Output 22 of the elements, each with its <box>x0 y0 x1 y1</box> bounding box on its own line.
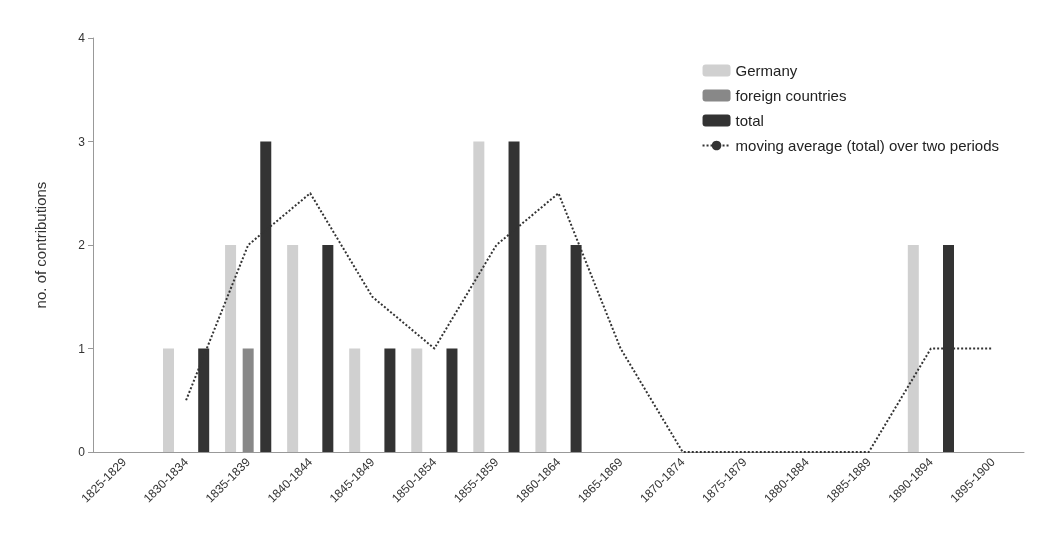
bar <box>411 348 423 452</box>
y-tick-label: 3 <box>78 134 86 149</box>
bar <box>907 245 919 452</box>
legend-label: moving average (total) over two periods <box>735 137 1000 154</box>
bar <box>384 348 396 452</box>
bar <box>473 141 485 452</box>
bar <box>535 245 547 452</box>
y-tick-label: 1 <box>78 341 86 356</box>
bar <box>163 348 174 452</box>
legend-label: Germany <box>735 62 798 79</box>
bar <box>287 245 299 452</box>
bar <box>322 245 334 452</box>
legend-label: foreign countries <box>735 87 847 104</box>
y-tick-label: 4 <box>78 31 86 45</box>
y-axis-title: no. of contributions <box>32 181 49 309</box>
legend-label: total <box>735 112 764 129</box>
y-tick-label: 0 <box>78 445 86 459</box>
bar <box>225 245 237 452</box>
bar <box>349 348 361 452</box>
bar <box>242 348 254 452</box>
y-tick-label: 2 <box>78 238 86 252</box>
bar <box>446 348 458 452</box>
